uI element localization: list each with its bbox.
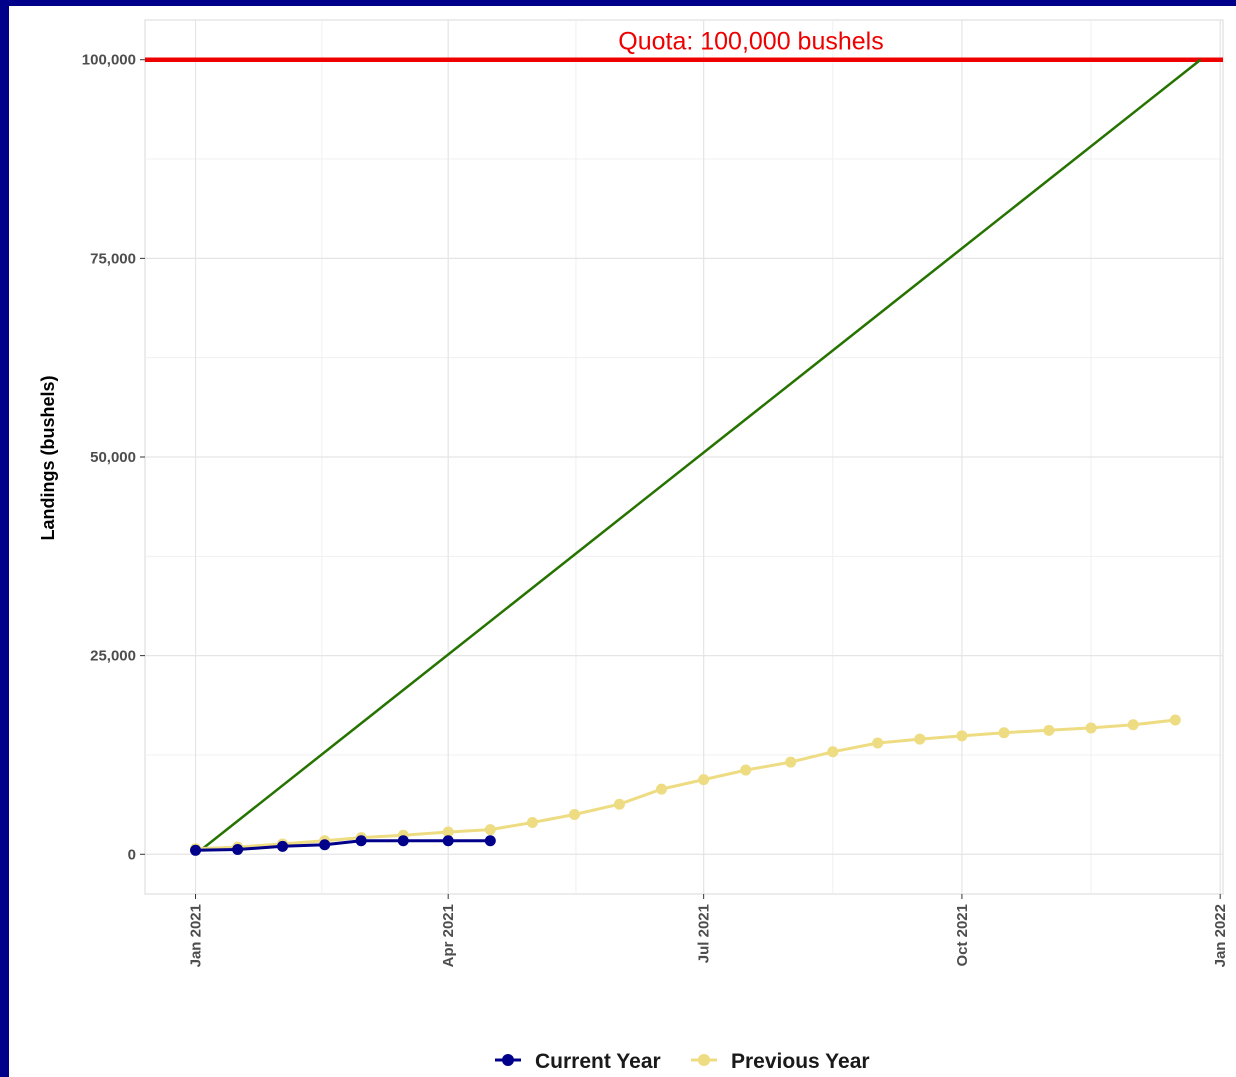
previous-year-point [484, 824, 496, 836]
legend-item-current-year: Current Year [495, 1050, 661, 1073]
legend: Current Year Previous Year [495, 1050, 870, 1073]
legend-label-previous-year: Previous Year [731, 1050, 870, 1073]
x-axis-ticks: Jan 2021 Apr 2021 Jul 2021 Oct 2021 Jan 2022 [188, 894, 1229, 967]
previous-year-point [656, 783, 668, 795]
x-tick-label: Apr 2021 [440, 904, 457, 967]
y-tick-label: 0 [128, 846, 136, 863]
previous-year-point [914, 733, 926, 745]
legend-marker-previous-year [698, 1054, 710, 1066]
landings-chart: 0 25,000 50,000 75,000 100,000 Jan 2021 Apr 2… [38, 19, 1229, 1073]
x-tick-label: Jan 2022 [1212, 904, 1229, 967]
current-year-point [232, 844, 244, 856]
legend-label-current-year: Current Year [535, 1050, 661, 1073]
minor-gridlines [145, 20, 1223, 894]
previous-year-line [195, 718, 1176, 851]
y-axis-title: Landings (bushels) [38, 375, 58, 540]
previous-year-point [442, 826, 454, 838]
previous-year-point [998, 727, 1010, 739]
previous-year-point [1169, 714, 1181, 726]
current-year-point [442, 835, 454, 847]
previous-year-point [872, 737, 884, 749]
previous-year-point [1127, 719, 1139, 731]
y-axis-ticks: 0 25,000 50,000 75,000 100,000 [82, 52, 145, 863]
current-year-point [190, 844, 202, 856]
target-pace-line [194, 58, 1202, 856]
y-tick-label: 100,000 [82, 52, 136, 69]
x-tick-label: Oct 2021 [954, 904, 971, 967]
current-year-point [397, 835, 409, 847]
previous-year-point [1085, 722, 1097, 734]
previous-year-point [698, 774, 710, 786]
chart-panel: 0 25,000 50,000 75,000 100,000 Jan 2021 Apr 2… [9, 6, 1236, 1077]
quota-label: Quota: 100,000 bushels [618, 28, 883, 56]
previous-year-point [569, 809, 581, 821]
previous-year-point [613, 798, 625, 810]
y-tick-label: 25,000 [90, 648, 136, 665]
current-year-point [277, 840, 289, 852]
previous-year-point [956, 730, 968, 742]
current-year-point [319, 839, 331, 851]
y-tick-label: 75,000 [90, 250, 136, 267]
x-tick-label: Jan 2021 [188, 904, 205, 967]
previous-year-point [740, 764, 752, 776]
y-tick-label: 50,000 [90, 449, 136, 466]
previous-year-point [526, 816, 538, 828]
previous-year-point [785, 756, 797, 768]
current-year-line [195, 839, 491, 852]
legend-item-previous-year: Previous Year [691, 1050, 870, 1073]
chart-marks [145, 57, 1223, 856]
current-year-point [355, 835, 367, 847]
legend-marker-current-year [502, 1054, 514, 1066]
previous-year-point [827, 746, 839, 758]
current-year-point [484, 835, 496, 847]
previous-year-point [1043, 724, 1055, 736]
x-tick-label: Jul 2021 [696, 904, 713, 963]
